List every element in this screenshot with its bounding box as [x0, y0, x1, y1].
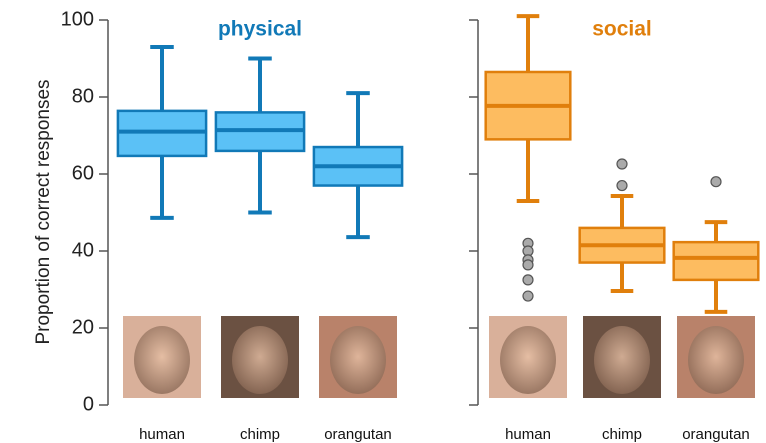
outlier — [522, 274, 534, 286]
x-tick-label: orangutan — [682, 426, 750, 443]
y-tick-label: 100 — [61, 8, 94, 30]
photo-face — [688, 326, 744, 394]
outlier — [710, 176, 722, 188]
y-tick-label: 0 — [83, 393, 94, 415]
y-tick-label: 40 — [72, 239, 94, 261]
x-tick-label: human — [505, 426, 551, 443]
y-tick-label: 60 — [72, 162, 94, 184]
x-tick-label: orangutan — [324, 426, 392, 443]
outlier — [522, 290, 534, 302]
y-tick-label: 20 — [72, 316, 94, 338]
x-tick-label: human — [139, 426, 185, 443]
panel-title: physical — [218, 18, 302, 41]
photo-face — [134, 326, 190, 394]
photo-face — [232, 326, 288, 394]
y-axis-label: Proportion of correct responses — [33, 79, 54, 344]
x-tick-label: chimp — [240, 426, 280, 443]
outlier — [616, 179, 628, 192]
photo-face — [500, 326, 556, 394]
photo-face — [330, 326, 386, 394]
photo-face — [594, 326, 650, 394]
outlier — [616, 158, 628, 170]
y-tick-label: 80 — [72, 85, 94, 107]
box — [672, 240, 760, 282]
x-tick-label: chimp — [602, 426, 642, 443]
outlier — [522, 259, 534, 271]
panel-title: social — [592, 18, 652, 41]
